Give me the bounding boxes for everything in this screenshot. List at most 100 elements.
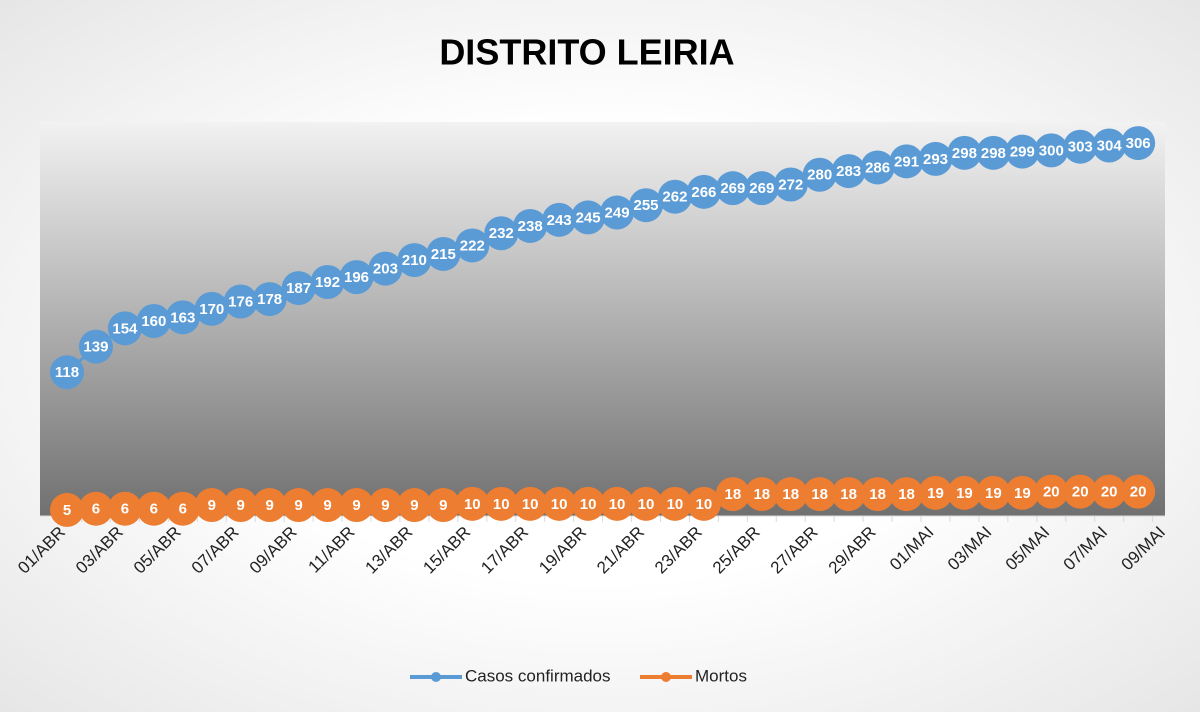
x-tick-label: 25/ABR — [709, 523, 764, 578]
x-tick-label: 05/ABR — [130, 523, 185, 578]
data-point — [165, 491, 200, 526]
data-label: 18 — [725, 486, 742, 503]
data-point — [1121, 474, 1156, 509]
data-point — [368, 488, 403, 523]
data-point — [773, 167, 808, 202]
x-tick-label: 19/ABR — [535, 523, 590, 578]
data-point — [484, 486, 519, 521]
data-point — [542, 486, 577, 521]
data-label: 9 — [439, 497, 447, 514]
data-point — [339, 488, 374, 523]
x-tick-label: 11/ABR — [305, 523, 359, 577]
data-label: 298 — [981, 145, 1006, 162]
data-point — [165, 300, 200, 335]
data-label: 238 — [518, 218, 543, 235]
data-point — [513, 486, 548, 521]
x-tick-label: 21/ABR — [593, 523, 648, 578]
data-label: 20 — [1101, 484, 1118, 501]
data-label: 269 — [749, 180, 774, 197]
data-label: 170 — [199, 301, 224, 318]
data-point — [513, 208, 548, 243]
data-label: 6 — [179, 501, 187, 518]
x-tick-label: 15/ABR — [419, 523, 474, 578]
data-label: 245 — [576, 209, 601, 226]
data-label: 9 — [294, 497, 302, 514]
data-point — [1063, 474, 1098, 509]
data-label: 10 — [580, 496, 597, 513]
data-point — [50, 492, 84, 527]
chart-title: DISTRITO LEIRIA — [439, 32, 734, 73]
data-point — [223, 284, 258, 319]
data-label: 20 — [1043, 484, 1060, 501]
data-point — [889, 477, 924, 512]
data-label: 269 — [720, 180, 745, 197]
data-label: 298 — [952, 145, 977, 162]
data-label: 203 — [373, 261, 398, 278]
data-point — [831, 154, 866, 189]
data-label: 280 — [807, 167, 832, 184]
data-label: 18 — [898, 486, 915, 503]
data-label: 6 — [92, 501, 100, 518]
data-label: 9 — [323, 497, 331, 514]
data-point — [571, 200, 606, 235]
data-label: 18 — [782, 486, 799, 503]
data-point — [455, 486, 490, 521]
data-point — [744, 171, 779, 206]
data-point — [78, 491, 113, 526]
data-point — [918, 475, 953, 510]
data-label: 18 — [753, 486, 770, 503]
x-tick-label: 23/ABR — [651, 523, 706, 578]
data-label: 299 — [1010, 144, 1035, 161]
legend-label: Mortos — [695, 666, 747, 685]
data-point — [802, 477, 837, 512]
data-label: 118 — [55, 364, 79, 381]
data-label: 232 — [489, 225, 514, 242]
data-point — [947, 475, 982, 510]
data-label: 303 — [1068, 139, 1093, 156]
legend-marker — [661, 672, 671, 682]
data-point — [1092, 474, 1127, 509]
data-label: 154 — [112, 320, 138, 337]
data-point — [686, 486, 721, 521]
x-tick-label: 09/ABR — [246, 523, 301, 578]
data-label: 272 — [778, 176, 803, 193]
data-point — [252, 488, 287, 523]
data-label: 243 — [547, 212, 572, 229]
data-point — [918, 141, 953, 176]
data-label: 178 — [257, 291, 282, 308]
data-point — [397, 243, 432, 278]
data-point — [542, 202, 577, 237]
data-label: 283 — [836, 163, 861, 180]
data-label: 10 — [493, 496, 510, 513]
data-label: 6 — [121, 501, 129, 518]
data-label: 6 — [150, 501, 158, 518]
data-point — [484, 216, 519, 251]
data-point — [107, 311, 142, 346]
data-point — [194, 488, 229, 523]
data-label: 20 — [1072, 484, 1089, 501]
plot-area — [40, 122, 1165, 516]
data-label: 10 — [464, 496, 481, 513]
data-label: 306 — [1126, 135, 1151, 152]
data-point — [281, 271, 316, 306]
data-label: 249 — [605, 205, 630, 222]
data-point — [281, 488, 316, 523]
data-label: 9 — [208, 497, 216, 514]
data-point — [310, 265, 345, 299]
data-label: 18 — [840, 486, 857, 503]
data-label: 210 — [402, 252, 427, 269]
data-point — [1121, 126, 1156, 161]
data-point — [657, 179, 692, 214]
data-label: 291 — [894, 153, 919, 170]
data-label: 9 — [410, 497, 418, 514]
data-label: 300 — [1039, 142, 1064, 159]
data-label: 10 — [696, 496, 713, 513]
data-point — [252, 282, 287, 317]
data-label: 163 — [170, 309, 195, 326]
data-label: 19 — [1014, 485, 1031, 502]
x-tick-label: 05/MAI — [1002, 523, 1054, 575]
data-label: 10 — [522, 496, 539, 513]
data-label: 255 — [633, 197, 658, 214]
legend-label: Casos confirmados — [465, 666, 611, 685]
